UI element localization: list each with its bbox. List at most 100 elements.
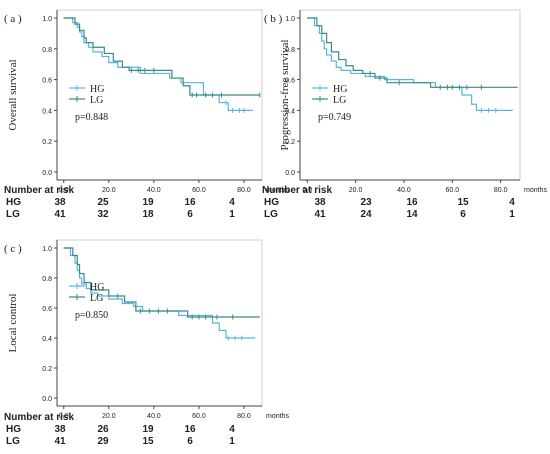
legend-item-lg: LG <box>69 95 103 106</box>
km-curve-lg <box>307 17 518 88</box>
legend-item-lg: LG <box>69 293 103 304</box>
legend-item-hg: HG <box>69 84 104 95</box>
x-tick-label: 40.0 <box>397 187 411 194</box>
risk-value: 24 <box>360 209 372 220</box>
y-tick-label: 1.0 <box>42 246 52 253</box>
x-tick-label: 60.0 <box>192 413 206 420</box>
risk-value: 6 <box>460 209 466 220</box>
panel-b: ( b ) Progression-free survival 0.0 0.2 0.4 0… <box>262 9 547 220</box>
x-tick-label: 60.0 <box>445 187 459 194</box>
y-axis-label: Local control <box>7 294 19 353</box>
risk-value: 16 <box>184 197 196 208</box>
risk-value: 1 <box>229 436 235 447</box>
risk-value: 1 <box>229 209 235 220</box>
risk-row-label: LG <box>6 209 20 220</box>
risk-table-header: Number at risk <box>4 412 74 423</box>
risk-value: 41 <box>54 436 66 447</box>
risk-value: 38 <box>54 424 66 435</box>
y-tick-label: 1.0 <box>285 16 295 23</box>
p-value: p=0.749 <box>318 112 351 123</box>
y-tick-label: 0.4 <box>285 108 295 115</box>
y-tick-label: 0.2 <box>42 366 52 373</box>
x-unit-label: months <box>524 187 547 194</box>
x-tick-label: 80.0 <box>494 187 508 194</box>
risk-value: 16 <box>184 424 196 435</box>
risk-value: 41 <box>54 209 66 220</box>
series-hg <box>307 17 513 113</box>
risk-value: 32 <box>97 209 109 220</box>
legend-item-hg: HG <box>69 282 104 293</box>
p-value: p=0.850 <box>75 310 108 321</box>
y-tick-label: 0.0 <box>42 170 52 177</box>
risk-value: 23 <box>360 197 372 208</box>
p-value: p=0.848 <box>75 112 108 123</box>
legend-item-lg: LG <box>312 95 346 106</box>
x-tick-label: 60.0 <box>192 187 206 194</box>
x-tick-label: 20.0 <box>349 187 363 194</box>
series-lg <box>63 247 260 320</box>
risk-value: 4 <box>509 197 515 208</box>
y-tick-label: 1.0 <box>42 16 52 23</box>
km-curve-lg <box>63 17 260 96</box>
legend-label: LG <box>90 293 103 304</box>
risk-value: 6 <box>187 436 193 447</box>
y-tick-label: 0.6 <box>42 78 52 85</box>
panel-c: ( c ) Local control 0.0 0.2 0.4 0.6 0.8 1.0 0.0 2… <box>4 239 289 447</box>
risk-value: 6 <box>187 209 193 220</box>
legend-label: HG <box>90 282 104 293</box>
plot-frame <box>56 239 263 407</box>
y-tick-label: 0.4 <box>42 336 52 343</box>
risk-row-label: HG <box>6 197 21 208</box>
risk-value: 16 <box>406 197 418 208</box>
x-tick-label: 40.0 <box>147 187 161 194</box>
y-tick-label: 0.0 <box>285 170 295 177</box>
y-tick-label: 0.0 <box>42 396 52 403</box>
km-curve-lg <box>63 247 260 318</box>
y-tick-label: 0.2 <box>285 139 295 146</box>
panel-a: ( a ) Overall survival 0.0 0.2 0.4 0.6 0.8 1.0 0… <box>4 9 289 220</box>
risk-value: 19 <box>142 424 154 435</box>
x-unit-label: months <box>266 413 289 420</box>
x-tick-label: 80.0 <box>237 413 251 420</box>
legend-label: HG <box>333 84 347 95</box>
x-tick-label: 20.0 <box>102 413 116 420</box>
risk-value: 4 <box>229 424 235 435</box>
risk-value: 14 <box>406 209 418 220</box>
y-tick-label: 0.4 <box>42 108 52 115</box>
x-tick-label: 0.0 <box>302 187 312 194</box>
risk-value: 15 <box>142 436 154 447</box>
risk-value: 38 <box>54 197 66 208</box>
y-axis-label: Progression-free survival <box>279 40 291 151</box>
y-tick-label: 0.2 <box>42 139 52 146</box>
risk-value: 15 <box>457 197 469 208</box>
risk-table-header: Number at risk <box>262 185 332 196</box>
x-tick-label: 80.0 <box>237 187 251 194</box>
x-unit-label: months <box>266 187 289 194</box>
y-tick-label: 0.6 <box>42 306 52 313</box>
risk-value: 4 <box>229 197 235 208</box>
legend-label: LG <box>90 95 103 106</box>
y-tick-label: 0.6 <box>285 78 295 85</box>
series-hg <box>63 247 256 341</box>
panel-label: ( c ) <box>4 243 22 255</box>
y-tick-label: 0.8 <box>285 47 295 54</box>
y-tick-label: 0.8 <box>42 276 52 283</box>
x-tick-label: 40.0 <box>147 413 161 420</box>
risk-table-header: Number at risk <box>4 185 74 196</box>
series-lg <box>63 17 261 98</box>
series-lg <box>307 17 518 90</box>
risk-row-label: LG <box>264 209 278 220</box>
risk-value: 25 <box>97 197 109 208</box>
km-curve-hg <box>63 247 256 339</box>
risk-value: 18 <box>142 209 154 220</box>
legend-label: HG <box>90 84 104 95</box>
x-tick-label: 0.0 <box>59 413 69 420</box>
risk-row-label: LG <box>6 436 20 447</box>
x-tick-label: 20.0 <box>102 187 116 194</box>
risk-value: 41 <box>314 209 326 220</box>
y-tick-label: 0.8 <box>42 47 52 54</box>
km-curve-hg <box>307 17 513 111</box>
risk-row-label: HG <box>264 197 279 208</box>
risk-value: 19 <box>142 197 154 208</box>
